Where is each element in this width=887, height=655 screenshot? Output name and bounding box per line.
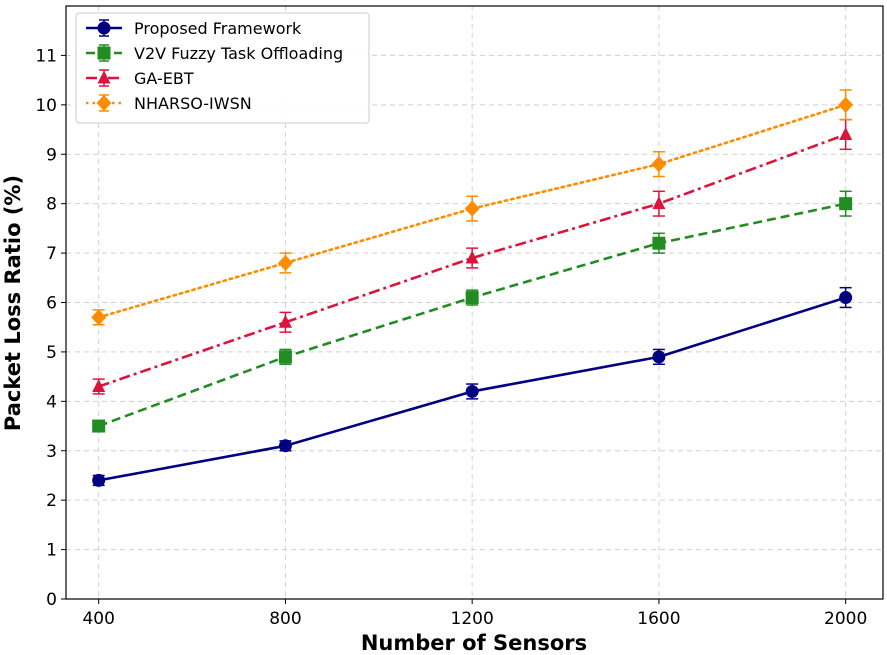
series-1 xyxy=(92,190,853,433)
y-tick-label: 4 xyxy=(46,392,57,412)
legend-marker xyxy=(97,46,111,60)
y-tick-label: 6 xyxy=(46,294,57,314)
data-point xyxy=(652,196,666,210)
series-line xyxy=(98,133,847,388)
legend-marker xyxy=(97,21,111,35)
data-point xyxy=(839,126,853,140)
legend-label: GA-EBT xyxy=(134,69,194,88)
data-point xyxy=(839,197,853,211)
y-tick-label: 8 xyxy=(46,195,57,215)
x-tick-label: 1200 xyxy=(451,609,494,629)
data-point xyxy=(278,314,292,328)
data-point xyxy=(92,419,106,433)
data-point xyxy=(652,350,666,364)
legend-marker xyxy=(96,95,112,111)
y-tick-label: 10 xyxy=(35,96,57,116)
series-0 xyxy=(92,286,853,487)
legend-entry: Proposed Framework xyxy=(86,19,302,38)
data-point xyxy=(465,291,479,305)
data-point xyxy=(464,200,480,217)
y-axis-title: Packet Loss Ratio (%) xyxy=(1,175,25,431)
legend: Proposed Framework V2V Fuzzy Task Offload… xyxy=(75,12,370,124)
y-tick-label: 5 xyxy=(46,343,57,363)
legend-box xyxy=(75,12,370,124)
data-point xyxy=(278,350,292,364)
data-point xyxy=(651,156,667,173)
legend-entry: NHARSO-IWSN xyxy=(86,94,252,113)
legend-label: NHARSO-IWSN xyxy=(134,94,252,113)
x-axis-title: Number of Sensors xyxy=(361,631,587,655)
series-layer xyxy=(91,89,854,487)
x-tick-label: 2000 xyxy=(824,609,867,629)
y-tick-label: 0 xyxy=(46,590,57,610)
y-tick-label: 2 xyxy=(46,491,57,511)
legend-label: Proposed Framework xyxy=(134,19,302,38)
legend-entry: V2V Fuzzy Task Offloading xyxy=(86,44,343,63)
x-tick-label: 800 xyxy=(269,609,301,629)
data-point xyxy=(92,473,106,487)
data-point xyxy=(465,384,479,398)
y-tick-label: 1 xyxy=(46,541,57,561)
legend-marker xyxy=(97,70,111,84)
legend-label: V2V Fuzzy Task Offloading xyxy=(134,44,343,63)
data-point xyxy=(91,309,107,326)
data-point xyxy=(465,250,479,264)
x-tick-label: 1600 xyxy=(637,609,680,629)
data-point xyxy=(652,236,666,250)
data-point xyxy=(92,379,106,393)
ticks: 0 1 2 3 4 5 6 7 8 9 10 11 400 800 1200 1600 2000 xyxy=(35,46,867,629)
data-point xyxy=(839,291,853,305)
series-3 xyxy=(91,89,854,326)
y-tick-label: 3 xyxy=(46,442,57,462)
legend-entry: GA-EBT xyxy=(86,69,194,88)
y-tick-label: 9 xyxy=(46,145,57,165)
data-point xyxy=(277,254,293,271)
y-tick-label: 7 xyxy=(46,244,57,264)
data-point xyxy=(278,439,292,453)
x-tick-label: 400 xyxy=(82,609,114,629)
y-tick-label: 11 xyxy=(35,46,57,66)
data-point xyxy=(838,96,854,113)
